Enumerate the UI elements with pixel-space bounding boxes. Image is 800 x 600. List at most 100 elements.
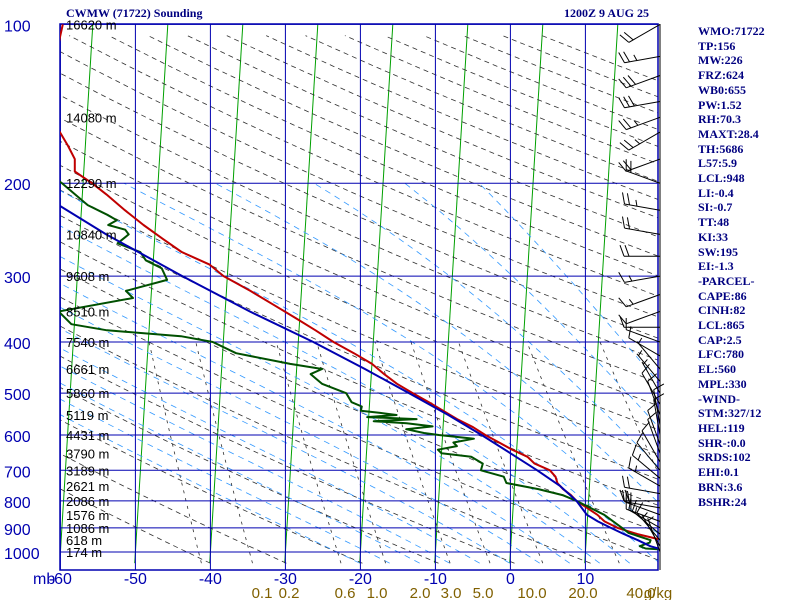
- wind-barbs: [618, 23, 665, 570]
- barb-shaft: [626, 158, 661, 172]
- barb-half-flag: [642, 512, 648, 518]
- moist-adiabat: [60, 347, 480, 564]
- wind-barb: [647, 411, 661, 454]
- barb-shaft: [626, 329, 661, 343]
- barb-shaft: [636, 442, 661, 471]
- parcel-trace: [60, 204, 658, 550]
- isotherm-line: [284, 24, 319, 564]
- mixing-ratio-line: [316, 341, 386, 564]
- temperature-tick-label: -60: [49, 571, 72, 588]
- barb-flag: [641, 421, 650, 432]
- wind-barb: [628, 326, 661, 357]
- barb-half-flag: [637, 453, 641, 461]
- wind-barb: [618, 116, 661, 131]
- sounding-index: STM:327/12: [698, 406, 762, 421]
- moist-adiabat: [313, 182, 658, 468]
- sounding-index: LCL:948: [698, 171, 745, 186]
- barb-shaft: [641, 361, 661, 394]
- sounding-index: PW:1.52: [698, 97, 742, 112]
- sounding-index: LFC:780: [698, 347, 744, 362]
- barb-flag: [618, 297, 627, 308]
- barb-shaft: [628, 23, 661, 43]
- dry-adiabat: [147, 35, 658, 257]
- barb-flag: [618, 120, 627, 130]
- moist-adiabat: [215, 182, 658, 503]
- dry-adiabat: [60, 453, 287, 564]
- sounding-index: RH:70.3: [698, 112, 741, 127]
- sounding-index: SI:-0.7: [698, 200, 733, 215]
- barb-shaft: [624, 486, 661, 495]
- dry-adiabat: [60, 488, 211, 564]
- sounding-index: EI:-1.3: [698, 259, 734, 274]
- sounding-index: -PARCEL-: [698, 273, 755, 288]
- moist-adiabat: [60, 256, 600, 564]
- barb-flag: [628, 95, 635, 107]
- barb-shaft: [636, 341, 661, 370]
- sounding-index: WMO:71722: [698, 24, 765, 38]
- height-label: 5860 m: [66, 386, 109, 401]
- temperature-tick-label: -30: [274, 571, 297, 588]
- barb-flag: [622, 160, 632, 171]
- barb-half-flag: [633, 120, 639, 126]
- dry-adiabat: [60, 325, 591, 564]
- sounding-index: CINH:82: [698, 303, 746, 318]
- wind-barb: [631, 444, 661, 479]
- barb-shaft: [626, 501, 661, 516]
- height-label: 3790 m: [66, 446, 109, 461]
- barb-shaft: [626, 508, 661, 522]
- pressure-tick-label: 800: [4, 495, 31, 512]
- mixing-ratio-line: [374, 341, 451, 564]
- chart-title: CWMW (71722) Sounding: [66, 6, 203, 20]
- barb-flag: [619, 34, 630, 43]
- sounding-indices-list: WMO:71722 TP:156 MW:226 FRZ:624 WB0:655 PW:1.…: [698, 24, 765, 509]
- height-label: 2086 m: [66, 494, 109, 509]
- sounding-index: SW:195: [698, 244, 739, 259]
- barb-shaft: [624, 275, 661, 283]
- isotherm-line: [434, 24, 469, 564]
- pressure-tick-label: 100: [4, 18, 31, 35]
- height-label: 14080 m: [66, 110, 117, 125]
- mixing-ratio-label: g/kg: [644, 585, 672, 600]
- mixing-ratio-label: 1.0: [367, 585, 388, 600]
- plot-border: [59, 23, 659, 571]
- mixing-ratio-label: 10.0: [517, 585, 546, 600]
- height-label: 7540 m: [66, 335, 109, 350]
- sounding-index: MW:226: [698, 53, 743, 68]
- wind-barb: [618, 75, 661, 89]
- wind-barb: [618, 95, 661, 109]
- sounding-index: EHI:0.1: [698, 465, 740, 480]
- barb-flag: [623, 51, 630, 63]
- barb-half-flag: [642, 359, 648, 365]
- barb-shaft: [632, 454, 661, 479]
- mixing-ratio-label: 0.2: [279, 585, 300, 600]
- wind-barb: [636, 337, 661, 370]
- height-label: 6661 m: [66, 362, 109, 377]
- isotherm-line: [359, 24, 394, 564]
- wind-barb: [619, 489, 661, 502]
- dry-adiabat: [60, 140, 658, 407]
- mixing-ratio-label: 20.0: [568, 585, 597, 600]
- barb-flag: [618, 162, 627, 172]
- wind-barb: [641, 421, 661, 463]
- dry-adiabat: [108, 35, 658, 277]
- barb-flag: [626, 193, 630, 205]
- barb-flag: [618, 314, 627, 325]
- wind-barb: [619, 23, 661, 43]
- barb-half-flag: [633, 54, 638, 61]
- mixing-ratio-line: [148, 341, 202, 564]
- barb-shaft: [647, 419, 661, 454]
- height-label: 4431 m: [66, 428, 109, 443]
- temperature-tick-label: -40: [199, 571, 222, 588]
- barb-flag: [626, 476, 630, 489]
- barb-flag: [622, 475, 625, 488]
- sounding-index: BSHR:24: [698, 494, 747, 509]
- barb-flag: [631, 444, 637, 456]
- sounding-index: MPL:330: [698, 376, 747, 391]
- pressure-tick-label: 200: [4, 177, 31, 194]
- dry-adiabat: [60, 51, 658, 318]
- barb-half-flag: [635, 199, 638, 207]
- sounding-index: TT:48: [698, 215, 730, 230]
- sounding-index: BRN:3.6: [698, 479, 743, 494]
- pressure-temperature-grid: [59, 23, 659, 571]
- height-label: 2621 m: [66, 479, 109, 494]
